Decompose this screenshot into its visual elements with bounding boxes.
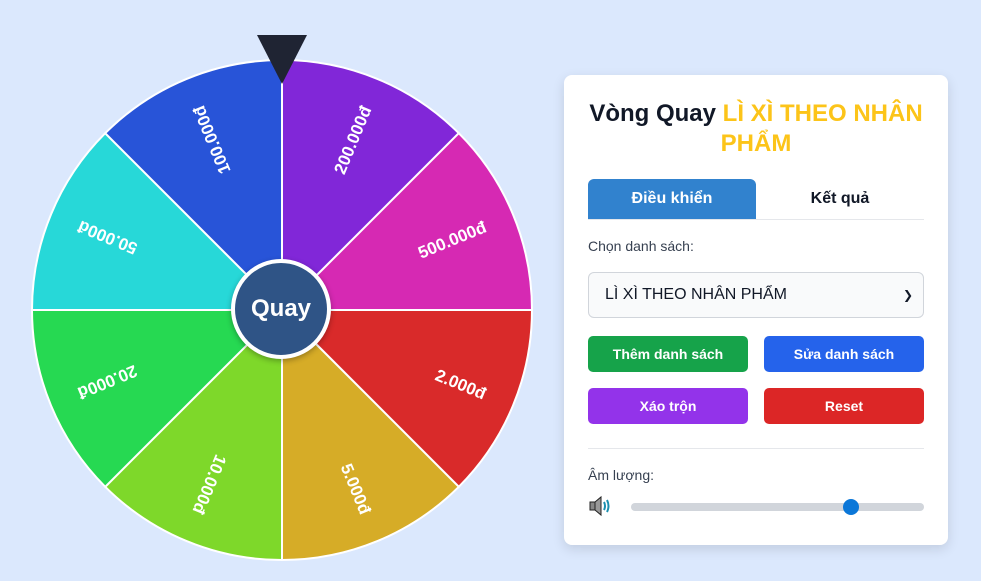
wheel-segment: [281, 307, 461, 562]
edit-list-button[interactable]: Sửa danh sách: [764, 336, 924, 372]
speaker-icon: [589, 495, 610, 517]
tab-controls[interactable]: Điều khiển: [588, 179, 756, 219]
wheel-segment: [279, 309, 534, 489]
divider: [588, 448, 924, 449]
volume-label: Âm lượng:: [588, 467, 655, 483]
wheel-segment: [281, 58, 461, 313]
volume-slider[interactable]: [631, 499, 924, 515]
prize-wheel: 200.000đ500.000đ2.000đ5.000đ10.000đ20.00…: [30, 35, 534, 562]
wheel-segment: [30, 309, 285, 489]
title-highlight: LÌ XÌ THEO NHÂN PHẨM: [720, 100, 923, 157]
chevron-down-icon: ❯: [902, 288, 913, 302]
list-select[interactable]: LÌ XÌ THEO NHÂN PHẨM ❯: [588, 272, 924, 318]
tab-bar: Điều khiển Kết quả: [588, 179, 924, 220]
tab-results[interactable]: Kết quả: [810, 190, 870, 207]
wheel-segment: [103, 58, 283, 313]
add-list-button[interactable]: Thêm danh sách: [588, 336, 748, 372]
volume-slider-thumb[interactable]: [842, 499, 859, 515]
reset-button[interactable]: Reset: [764, 388, 924, 424]
page-title: Vòng Quay LÌ XÌ THEO NHÂN PHẨM: [564, 99, 948, 159]
wheel-segment: [103, 307, 283, 562]
list-label: Chọn danh sách:: [588, 238, 694, 254]
wheel-segment: [279, 131, 534, 311]
wheel-segment: [30, 131, 285, 311]
shuffle-button[interactable]: Xáo trộn: [588, 388, 748, 424]
list-select-value: LÌ XÌ THEO NHÂN PHẨM: [605, 286, 787, 303]
spin-button[interactable]: Quay: [231, 259, 331, 359]
title-prefix: Vòng Quay: [589, 100, 716, 127]
wheel-pointer-icon: [257, 35, 307, 84]
control-panel: Vòng Quay LÌ XÌ THEO NHÂN PHẨM Điều khiể…: [564, 75, 948, 545]
